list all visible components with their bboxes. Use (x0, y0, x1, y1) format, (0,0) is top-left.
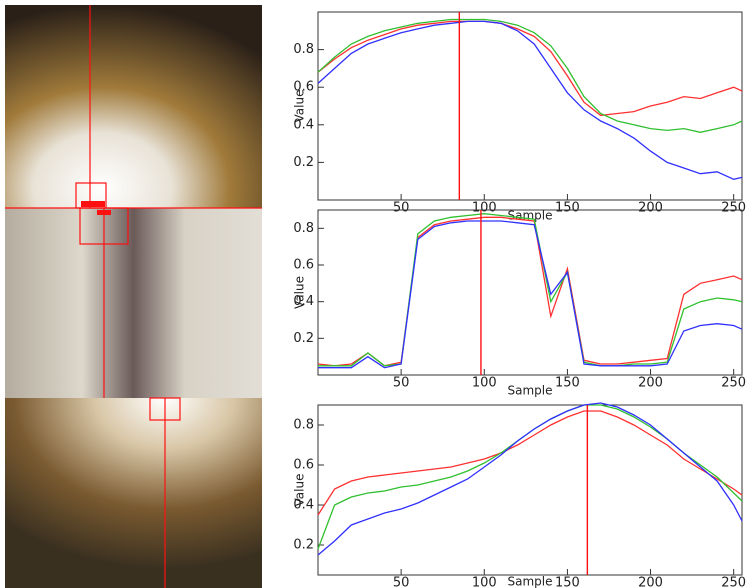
y-tick-label: 0.6 (293, 458, 314, 473)
y-axis-label: Value (293, 90, 307, 123)
series-line (317, 402, 743, 556)
x-tick-label: 50 (393, 376, 410, 391)
x-tick-label: 250 (721, 201, 746, 216)
x-tick-label: 150 (555, 376, 580, 391)
x-axis-label: Sample (508, 575, 553, 588)
y-tick-label: 0.4 (293, 117, 314, 132)
y-tick-label: 0.6 (293, 80, 314, 95)
y-tick-label: 0.4 (293, 498, 314, 513)
series-line (317, 20, 743, 180)
y-tick-label: 0.8 (293, 418, 314, 433)
marker-block (81, 201, 105, 207)
series-line (317, 404, 743, 550)
x-tick-label: 200 (638, 376, 663, 391)
y-tick-label: 0.4 (293, 294, 314, 309)
images (5, 5, 262, 588)
y-tick-label: 0.8 (293, 42, 314, 57)
y-tick-label: 0.2 (293, 155, 314, 170)
image-bottom (5, 398, 262, 588)
crosshairs (5, 5, 262, 588)
series-line (318, 213, 743, 367)
x-tick-label: 200 (638, 576, 663, 588)
marker-block (97, 210, 111, 215)
crosshair-box (79, 207, 129, 245)
plot-frame (317, 209, 743, 376)
x-tick-label: 100 (472, 201, 497, 216)
y-axis-label: Value (293, 276, 307, 309)
x-tick-label: 50 (393, 576, 410, 588)
image-top (5, 5, 262, 208)
series-line (317, 216, 743, 367)
series-line (317, 18, 743, 133)
x-tick-label: 250 (721, 376, 746, 391)
x-tick-label: 150 (555, 201, 580, 216)
series-line (317, 410, 743, 516)
image-middle (5, 208, 262, 398)
plot-frame (317, 404, 743, 576)
y-tick-label: 0.2 (293, 331, 314, 346)
plot-frame (317, 11, 743, 201)
x-tick-label: 250 (721, 576, 746, 588)
y-tick-label: 0.6 (293, 258, 314, 273)
y-tick-label: 0.8 (293, 221, 314, 236)
x-tick-label: 100 (472, 376, 497, 391)
series-line (318, 220, 743, 369)
x-axis-label: Sample (508, 384, 553, 398)
x-tick-label: 200 (638, 201, 663, 216)
x-tick-label: 150 (555, 576, 580, 588)
y-axis-label: Value (293, 474, 307, 507)
crosshair-box (149, 397, 181, 421)
x-tick-label: 100 (472, 576, 497, 588)
y-tick-label: 0.2 (293, 538, 314, 553)
series-line (317, 20, 743, 117)
x-tick-label: 50 (393, 201, 410, 216)
